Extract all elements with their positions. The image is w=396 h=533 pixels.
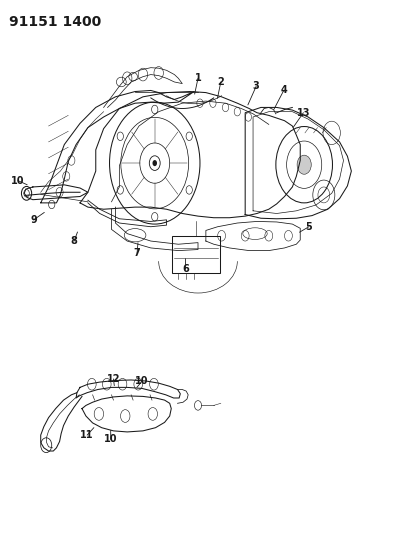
Text: 5: 5 (305, 222, 312, 232)
Text: 13: 13 (297, 108, 310, 118)
Text: 11: 11 (80, 430, 94, 440)
Text: 10: 10 (104, 434, 118, 445)
Circle shape (152, 160, 157, 166)
Text: 4: 4 (280, 85, 287, 95)
Bar (172, 236, 220, 273)
Text: 91151 1400: 91151 1400 (9, 14, 101, 29)
Text: 10: 10 (11, 175, 25, 185)
Text: 2: 2 (217, 77, 224, 87)
Text: 7: 7 (134, 248, 141, 259)
Text: 9: 9 (30, 215, 37, 225)
Text: 6: 6 (182, 264, 189, 274)
Text: 3: 3 (253, 81, 259, 91)
Text: 10: 10 (135, 376, 149, 386)
Text: 1: 1 (194, 73, 202, 83)
Circle shape (297, 155, 311, 174)
Text: 8: 8 (71, 236, 78, 246)
Text: 12: 12 (107, 374, 120, 384)
